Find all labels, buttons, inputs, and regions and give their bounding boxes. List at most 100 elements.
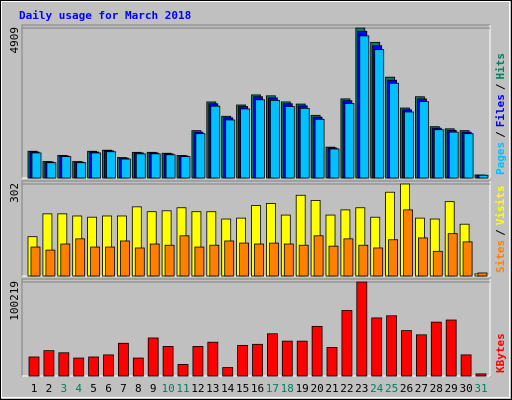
x-tick-label: 30 bbox=[459, 382, 472, 395]
bar bbox=[430, 321, 442, 377]
bar bbox=[147, 337, 159, 377]
y-tick-label: 302 bbox=[8, 183, 21, 203]
bar bbox=[313, 235, 324, 277]
bar bbox=[28, 356, 40, 377]
bar bbox=[194, 246, 205, 277]
bar bbox=[224, 240, 235, 277]
x-tick-label: 4 bbox=[75, 382, 82, 395]
legend-entry: KBytes bbox=[494, 333, 507, 373]
bar bbox=[75, 238, 86, 277]
bar bbox=[43, 350, 55, 377]
x-tick-label: 7 bbox=[120, 382, 127, 395]
bar bbox=[329, 148, 340, 179]
bar bbox=[388, 239, 399, 277]
bar bbox=[389, 82, 400, 179]
bar bbox=[252, 343, 263, 377]
bar bbox=[328, 245, 339, 277]
bar bbox=[195, 133, 206, 179]
bar bbox=[359, 35, 370, 179]
bar bbox=[46, 162, 57, 179]
bar bbox=[121, 158, 131, 179]
bar bbox=[207, 341, 219, 377]
x-tick-label: 21 bbox=[325, 382, 338, 395]
legend-entry: Files bbox=[494, 94, 507, 127]
bar bbox=[477, 272, 488, 277]
bar bbox=[103, 354, 114, 377]
bar bbox=[90, 246, 100, 277]
x-tick-label: 19 bbox=[296, 382, 309, 395]
bar bbox=[192, 346, 204, 377]
x-tick-label: 31 bbox=[474, 382, 487, 395]
bar bbox=[239, 242, 250, 277]
legend-separator: / bbox=[494, 229, 507, 236]
bar bbox=[445, 319, 457, 377]
x-tick-label: 11 bbox=[176, 382, 189, 395]
bar bbox=[269, 99, 280, 179]
legend-entry: Pages bbox=[494, 142, 507, 175]
legend-separator: / bbox=[494, 83, 507, 90]
x-tick-label: 9 bbox=[150, 382, 157, 395]
x-tick-label: 2 bbox=[46, 382, 53, 395]
x-tick-label: 27 bbox=[415, 382, 428, 395]
bar bbox=[371, 317, 383, 377]
bar bbox=[284, 106, 295, 179]
x-tick-label: 25 bbox=[385, 382, 398, 395]
bar bbox=[281, 340, 293, 377]
bar bbox=[374, 49, 385, 179]
bar bbox=[134, 247, 145, 277]
bar bbox=[179, 235, 190, 277]
x-tick-label: 1 bbox=[31, 382, 38, 395]
bar bbox=[165, 154, 176, 179]
bar bbox=[326, 347, 338, 377]
bar bbox=[299, 107, 310, 179]
bar bbox=[475, 373, 487, 377]
bar bbox=[463, 133, 474, 179]
bar bbox=[415, 334, 427, 377]
bar bbox=[149, 243, 160, 277]
bar bbox=[135, 153, 146, 179]
bar bbox=[106, 151, 116, 179]
x-tick-label: 6 bbox=[105, 382, 112, 395]
legend-entry: Sites bbox=[494, 240, 507, 273]
bar bbox=[120, 240, 130, 277]
bar bbox=[462, 241, 473, 277]
bar bbox=[150, 153, 161, 179]
x-tick-label: 17 bbox=[266, 382, 279, 395]
x-tick-label: 26 bbox=[400, 382, 413, 395]
chart-title: Daily usage for March 2018 bbox=[19, 9, 191, 22]
x-tick-label: 13 bbox=[206, 382, 219, 395]
x-tick-label: 12 bbox=[191, 382, 204, 395]
x-tick-label: 23 bbox=[355, 382, 368, 395]
bar bbox=[448, 131, 459, 179]
x-tick-label: 8 bbox=[135, 382, 142, 395]
y-tick-label: 4909 bbox=[8, 27, 21, 54]
bar bbox=[403, 209, 413, 277]
bar bbox=[58, 352, 70, 377]
x-tick-label: 14 bbox=[221, 382, 235, 395]
bar bbox=[283, 243, 294, 277]
bar bbox=[386, 315, 398, 377]
bar bbox=[118, 342, 129, 377]
bar bbox=[311, 325, 323, 377]
bar bbox=[30, 246, 41, 277]
y-tick-label: 100219 bbox=[8, 281, 21, 321]
x-tick-label: 24 bbox=[370, 382, 384, 395]
bar bbox=[209, 244, 220, 277]
bar bbox=[240, 108, 251, 179]
bar bbox=[88, 356, 99, 377]
x-tick-label: 28 bbox=[430, 382, 443, 395]
bar bbox=[254, 243, 264, 277]
bar bbox=[76, 162, 87, 179]
legend-entry: Visits bbox=[494, 186, 507, 226]
bar bbox=[356, 281, 368, 377]
x-tick-label: 10 bbox=[161, 382, 174, 395]
bar bbox=[296, 340, 308, 377]
bar bbox=[343, 238, 354, 277]
x-tick-label: 18 bbox=[281, 382, 294, 395]
bar bbox=[210, 105, 221, 179]
bar bbox=[404, 111, 414, 179]
bar bbox=[180, 156, 191, 179]
bar bbox=[341, 310, 353, 377]
bar bbox=[314, 118, 325, 179]
